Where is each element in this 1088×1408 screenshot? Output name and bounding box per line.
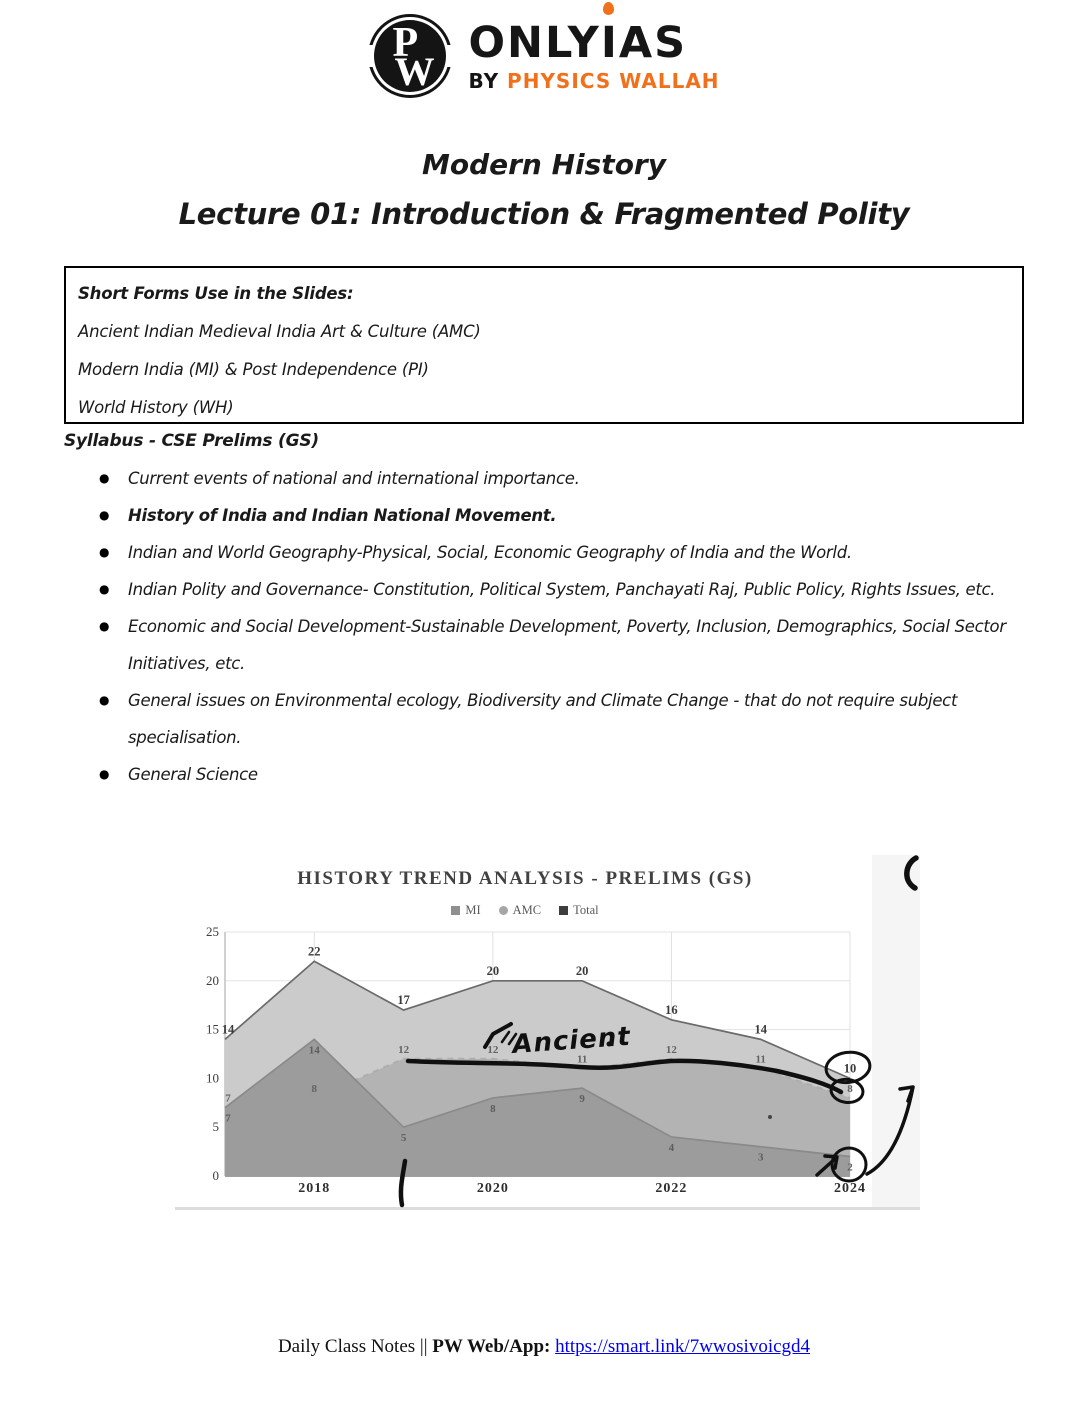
brand-logo: P W ONLYIAS BY PHYSICS WALLAH [0,14,1088,98]
y-tick-label: 10 [206,1070,219,1085]
y-tick-label: 0 [213,1168,220,1183]
legend-label: MI [465,903,481,917]
data-label: 8 [847,1083,853,1095]
syllabus-item: Current events of national and internati… [64,460,1026,497]
data-label: 17 [397,993,410,1007]
brand-by: BY [468,68,500,93]
brand-name-i-orange-dot: I [600,17,619,68]
y-tick-label: 5 [213,1119,220,1134]
ink-dot [606,1041,612,1047]
small-arrow-ink [815,1154,839,1177]
legend-item-total: Total [559,903,599,918]
syllabus-item: Indian and World Geography-Physical, Soc… [64,534,1026,571]
history-trend-chart: 14 22 17 20 20 16 14 10 7 8 12 12 11 12 11 8 7 14 5 8 9 4 3 2 0 5… [175,855,920,1212]
syllabus-heading: Syllabus - CSE Prelims (GS) [64,431,319,451]
pw-logo-disc [374,20,447,92]
brand-name-left: ONLY [468,17,601,68]
data-label: 3 [758,1152,764,1164]
data-label: 14 [754,1022,767,1036]
syllabus-list: Current events of national and internati… [64,460,1026,793]
pw-logo-letter-p: P [392,20,419,66]
data-label: 12 [398,1044,410,1056]
ink-underline [405,1058,844,1095]
data-label: 8 [490,1103,496,1115]
data-label: 8 [312,1083,318,1095]
axis-tick-ink [398,1158,408,1208]
brand-subtitle: BY PHYSICS WALLAH [468,71,719,91]
data-label: 9 [579,1093,585,1105]
brand-physics-wallah: PHYSICS WALLAH [507,68,720,93]
legend-item-mi: MI [451,903,481,918]
y-tick-label: 25 [206,924,219,939]
data-label: 14 [309,1044,321,1056]
checkmark-ink [483,1022,513,1049]
data-label: 7 [225,1093,231,1105]
y-tick-label: 20 [206,973,219,988]
data-label: 5 [401,1132,407,1144]
data-label: 2 [847,1161,853,1173]
syllabus-item: History of India and Indian National Mov… [64,497,1026,534]
pw-logo-ring [366,14,455,98]
data-label: 12 [487,1044,499,1056]
data-label: 22 [308,944,321,958]
footer-prefix: Daily Class Notes || [277,1336,433,1357]
legend-label: Total [573,903,599,917]
data-label: 4 [669,1142,675,1154]
data-label: 16 [665,1003,678,1017]
footer-smartlink[interactable]: https://smart.link/7wwosivoicgd4 [555,1336,811,1357]
data-label: 11 [756,1054,766,1066]
data-label: 20 [487,964,500,978]
syllabus-item: Indian Polity and Governance- Constituti… [64,571,1026,608]
series-area-mi [225,1039,850,1176]
short-forms-heading: Short Forms Use in the Slides: [78,284,354,303]
pw-logo-letter-w: W [394,49,435,94]
image-right-margin [872,855,920,1207]
data-label: 7 [225,1113,231,1125]
brand-name: ONLYIAS [468,21,719,65]
syllabus-item: General issues on Environmental ecology,… [64,682,1026,756]
footer-app-label: PW Web/App: [432,1336,556,1357]
square-marker-icon [559,906,569,915]
circled-value-2 [830,1146,868,1183]
short-forms-box: Short Forms Use in the Slides: Ancient I… [64,266,1024,424]
brand-name-right: AS [618,17,688,68]
big-arrow-ink [865,1085,915,1176]
short-forms-lines: Ancient Indian Medieval India Art & Cult… [78,322,481,417]
series-line-total [224,960,851,1080]
cutoff-ink-mark [904,855,919,891]
square-marker-icon [451,906,461,915]
brand-wordmark: ONLYIAS BY PHYSICS WALLAH [468,21,719,91]
legend-item-amc: AMC [498,903,542,918]
page-footer: Daily Class Notes || PW Web/App: https:/… [0,1336,1088,1358]
data-label: 12 [666,1044,678,1056]
data-label: 14 [222,1022,235,1036]
legend-label: AMC [512,903,542,917]
quote-ticks-ink [500,1030,518,1046]
x-tick-label: 2024 [834,1181,866,1196]
syllabus-item: Economic and Social Development-Sustaina… [64,608,1026,682]
circle-marker-icon [498,906,508,915]
circled-value-8 [829,1077,865,1104]
y-tick-label: 15 [206,1022,219,1037]
course-title: Modern History [421,148,666,181]
lecture-title: Lecture 01: Introduction & Fragmented Po… [178,197,910,231]
series-line-mi [224,1038,851,1158]
data-label: 11 [577,1054,587,1066]
circled-value-10 [824,1050,872,1085]
chart-title: HISTORY TREND ANALYSIS - PRELIMS (GS) [297,868,753,889]
x-tick-label: 2022 [655,1181,687,1196]
data-label: 20 [576,964,589,978]
stray-dot [768,1115,772,1119]
data-label: 10 [844,1061,857,1075]
chart-legend: MI AMC Total [175,903,875,918]
syllabus-item: General Science [64,756,1026,793]
x-tick-label: 2018 [298,1181,330,1196]
x-tick-label: 2020 [477,1181,509,1196]
pw-logo-icon: P W [366,14,455,98]
